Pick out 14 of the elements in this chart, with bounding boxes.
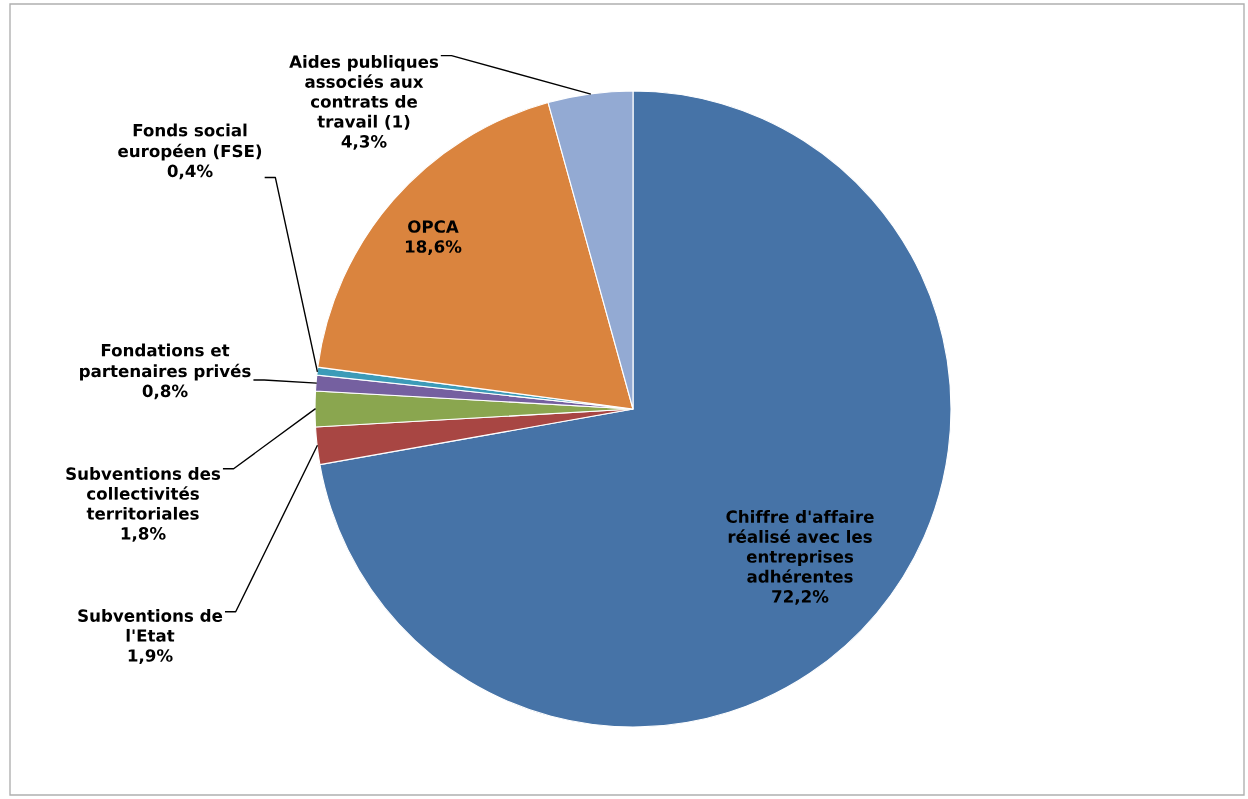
slice-label: Fondations et partenaires privés — [80, 343, 251, 381]
slice-label: Aides publiques associés aux contrats de travail (1) — [289, 55, 439, 130]
data-label: 0,4% — [167, 164, 213, 180]
data-label: 72,2% — [772, 590, 829, 605]
slice-label: Subventions des collectivités territoriales — [66, 467, 221, 520]
data-label: 1,9% — [128, 649, 173, 664]
data-label: 1,8% — [121, 527, 166, 542]
data-label: 4,3% — [341, 135, 387, 150]
slice-label: Chiffre d'affaire réalisé avec les entreprises adhérentes — [726, 510, 874, 583]
slice-label: OPCA — [408, 220, 459, 233]
slice-label: Subventions de l'Etat — [78, 609, 223, 642]
slice-label: Fonds social européen (FSE) — [118, 123, 262, 161]
data-label: 18,6% — [405, 240, 462, 255]
data-label: 0,8% — [142, 384, 188, 400]
